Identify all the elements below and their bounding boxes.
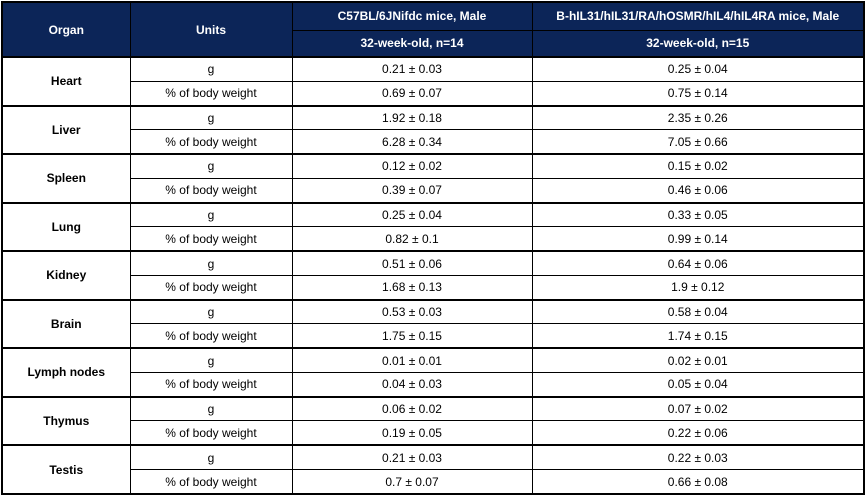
value-cell: 0.99 ± 0.14	[531, 226, 865, 252]
value-cell: 0.7 ± 0.07	[291, 469, 533, 495]
table-row: Lymph nodes g 0.01 ± 0.01 0.02 ± 0.01	[1, 347, 865, 398]
unit-cell: g	[129, 250, 293, 276]
unit-cell: % of body weight	[129, 177, 293, 204]
unit-cell: % of body weight	[129, 323, 293, 349]
table-body: Heart g 0.21 ± 0.03 0.25 ± 0.04% of body we…	[1, 55, 865, 495]
header-units: Units	[129, 1, 293, 58]
table-row: % of body weight 0.7 ± 0.07 0.66 ± 0.08	[2, 469, 865, 495]
value-cell: 1.75 ± 0.15	[291, 323, 533, 349]
table-row: % of body weight 0.82 ± 0.1 0.99 ± 0.14	[2, 226, 865, 252]
table-row: % of body weight 0.69 ± 0.07 0.75 ± 0.14	[2, 80, 865, 107]
organ-name-cell: Lung	[1, 201, 131, 252]
value-cell: 0.21 ± 0.03	[291, 55, 533, 82]
value-cell: 0.07 ± 0.02	[531, 395, 865, 422]
table-row: Thymus g 0.06 ± 0.02 0.07 ± 0.02	[1, 395, 865, 446]
table-row: % of body weight 0.39 ± 0.07 0.46 ± 0.06	[2, 177, 865, 204]
table-row: Spleen g 0.12 ± 0.02 0.15 ± 0.02	[1, 153, 865, 204]
header-group-humanized: B-hIL31/hIL31/RA/hOSMR/hIL4/hIL4RA mice,…	[531, 1, 865, 31]
unit-cell: % of body weight	[129, 469, 293, 495]
unit-cell: % of body weight	[129, 129, 293, 155]
value-cell: 0.82 ± 0.1	[291, 226, 533, 252]
organ-name-cell: Kidney	[1, 250, 131, 301]
value-cell: 7.05 ± 0.66	[531, 129, 865, 155]
table-row: % of body weight 6.28 ± 0.34 7.05 ± 0.66	[2, 129, 865, 155]
value-cell: 0.04 ± 0.03	[291, 371, 533, 398]
unit-cell: % of body weight	[129, 371, 293, 398]
header-row-groups: Organ Units C57BL/6JNifdc mice, Male B-h…	[1, 1, 865, 58]
value-cell: 2.35 ± 0.26	[531, 104, 865, 131]
value-cell: 0.02 ± 0.01	[531, 347, 865, 373]
value-cell: 0.05 ± 0.04	[531, 371, 865, 398]
unit-cell: g	[129, 395, 293, 422]
organ-name-cell: Heart	[1, 56, 131, 107]
value-cell: 6.28 ± 0.34	[291, 129, 533, 155]
table-row: Testis g 0.21 ± 0.03 0.22 ± 0.03	[1, 444, 865, 495]
value-cell: 0.53 ± 0.03	[291, 298, 533, 325]
value-cell: 0.06 ± 0.02	[291, 395, 533, 422]
value-cell: 0.25 ± 0.04	[291, 201, 533, 228]
table-row: % of body weight 1.68 ± 0.13 1.9 ± 0.12	[2, 274, 865, 301]
header-organ: Organ	[1, 1, 131, 58]
table-row: Kidney g 0.51 ± 0.06 0.64 ± 0.06	[1, 250, 865, 301]
value-cell: 0.25 ± 0.04	[531, 55, 865, 82]
value-cell: 0.01 ± 0.01	[291, 347, 533, 373]
value-cell: 0.64 ± 0.06	[531, 250, 865, 276]
value-cell: 0.21 ± 0.03	[291, 444, 533, 471]
table-row: % of body weight 0.19 ± 0.05 0.22 ± 0.06	[2, 420, 865, 446]
value-cell: 0.39 ± 0.07	[291, 177, 533, 204]
value-cell: 0.58 ± 0.04	[531, 298, 865, 325]
value-cell: 0.51 ± 0.06	[291, 250, 533, 276]
unit-cell: % of body weight	[129, 420, 293, 446]
table-row: % of body weight 1.75 ± 0.15 1.74 ± 0.15	[2, 323, 865, 349]
unit-cell: g	[129, 444, 293, 471]
header-row-age: 32-week-old, n=14 32-week-old, n=15	[2, 29, 865, 58]
table-header: Organ Units C57BL/6JNifdc mice, Male B-h…	[1, 1, 865, 58]
table-row: % of body weight 0.04 ± 0.03 0.05 ± 0.04	[2, 371, 865, 398]
unit-cell: g	[129, 347, 293, 373]
organ-name-cell: Testis	[1, 444, 131, 495]
unit-cell: g	[129, 104, 293, 131]
unit-cell: g	[129, 201, 293, 228]
organ-name-cell: Spleen	[1, 153, 131, 204]
value-cell: 0.75 ± 0.14	[531, 80, 865, 107]
value-cell: 0.33 ± 0.05	[531, 201, 865, 228]
value-cell: 0.69 ± 0.07	[291, 80, 533, 107]
value-cell: 0.22 ± 0.06	[531, 420, 865, 446]
value-cell: 1.68 ± 0.13	[291, 274, 533, 301]
value-cell: 0.22 ± 0.03	[531, 444, 865, 471]
value-cell: 0.46 ± 0.06	[531, 177, 865, 204]
value-cell: 0.19 ± 0.05	[291, 420, 533, 446]
header-group-c57bl: C57BL/6JNifdc mice, Male	[291, 1, 533, 31]
unit-cell: % of body weight	[129, 80, 293, 107]
header-age-humanized: 32-week-old, n=15	[531, 29, 865, 58]
unit-cell: % of body weight	[129, 274, 293, 301]
value-cell: 0.15 ± 0.02	[531, 153, 865, 179]
unit-cell: g	[129, 298, 293, 325]
table-row: Brain g 0.53 ± 0.03 0.58 ± 0.04	[1, 298, 865, 349]
organ-name-cell: Liver	[1, 104, 131, 155]
unit-cell: g	[129, 153, 293, 179]
value-cell: 1.74 ± 0.15	[531, 323, 865, 349]
organ-name-cell: Brain	[1, 298, 131, 349]
table-row: Heart g 0.21 ± 0.03 0.25 ± 0.04	[1, 55, 865, 107]
value-cell: 1.92 ± 0.18	[291, 104, 533, 131]
table-row: Liver g 1.92 ± 0.18 2.35 ± 0.26	[1, 104, 865, 155]
unit-cell: % of body weight	[129, 226, 293, 252]
organ-name-cell: Lymph nodes	[1, 347, 131, 398]
value-cell: 1.9 ± 0.12	[531, 274, 865, 301]
unit-cell: g	[129, 55, 293, 82]
organ-name-cell: Thymus	[1, 395, 131, 446]
table-row: Lung g 0.25 ± 0.04 0.33 ± 0.05	[1, 201, 865, 252]
header-age-c57bl: 32-week-old, n=14	[291, 29, 533, 58]
value-cell: 0.66 ± 0.08	[531, 469, 865, 495]
value-cell: 0.12 ± 0.02	[291, 153, 533, 179]
